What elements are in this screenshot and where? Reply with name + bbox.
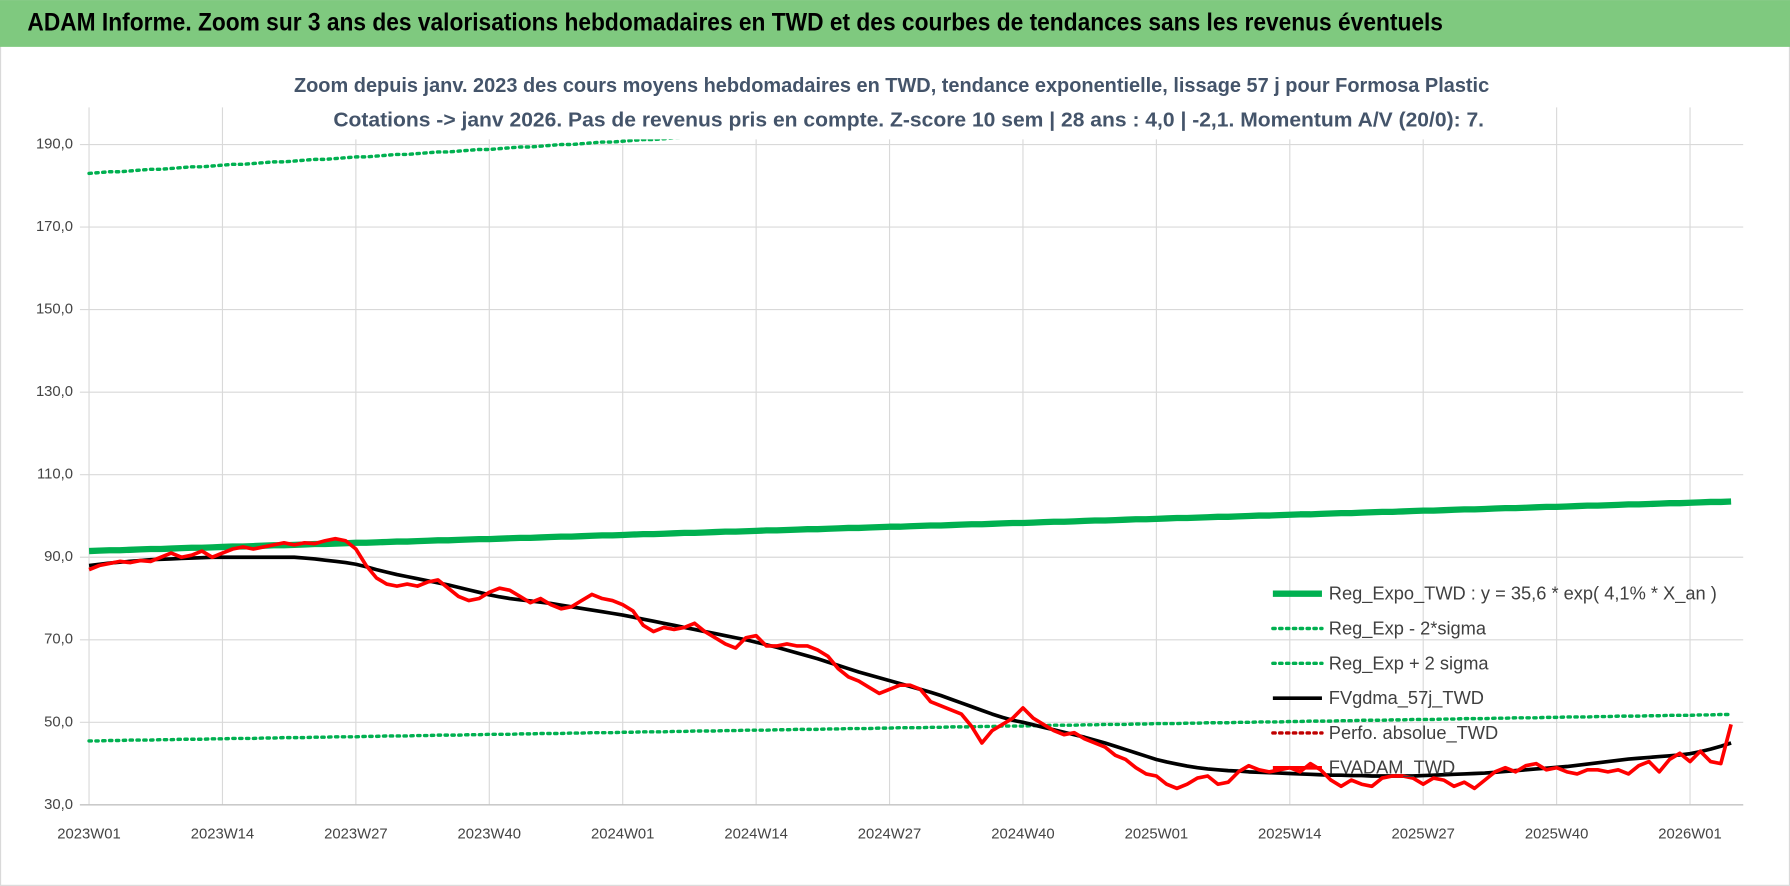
- x-tick-label: 2024W40: [991, 826, 1054, 842]
- legend-label: Reg_Exp - 2*sigma: [1329, 617, 1487, 639]
- series-line: [88, 536, 1733, 791]
- x-tick-label: 2025W14: [1258, 826, 1321, 842]
- x-tick-label: 2023W01: [57, 826, 120, 842]
- y-tick-label: 190,0: [36, 136, 73, 152]
- x-tick-label: 2023W40: [458, 826, 521, 842]
- header-bar: [0, 0, 1790, 47]
- x-tick-label: 2025W40: [1525, 826, 1588, 842]
- legend-label: Reg_Exp + 2 sigma: [1329, 652, 1490, 674]
- x-tick-label: 2024W14: [724, 826, 787, 842]
- chart-title: Zoom depuis janv. 2023 des cours moyens …: [294, 74, 1489, 97]
- series-line: [87, 712, 1733, 743]
- y-tick-label: 50,0: [44, 714, 73, 730]
- legend-label: FVADAM_TWD: [1329, 757, 1455, 779]
- y-tick-label: 170,0: [36, 219, 73, 235]
- y-tick-label: 150,0: [36, 302, 73, 318]
- chart-subtitle: Cotations -> janv 2026. Pas de revenus p…: [333, 108, 1484, 131]
- header-title: ADAM Informe. Zoom sur 3 ans des valoris…: [27, 9, 1443, 37]
- legend-label: Reg_Expo_TWD : y = 35,6 * exp( 4,1% * X_…: [1329, 583, 1717, 605]
- x-tick-label: 2023W27: [324, 826, 387, 842]
- y-tick-label: 110,0: [37, 467, 73, 483]
- title-background: [285, 68, 1502, 140]
- x-tick-label: 2025W27: [1391, 826, 1454, 842]
- x-tick-label: 2025W01: [1125, 826, 1188, 842]
- legend-label: FVgdma_57j_TWD: [1329, 687, 1484, 709]
- x-tick-label: 2024W27: [858, 826, 921, 842]
- series-line: [88, 498, 1732, 555]
- x-tick-label: 2026W01: [1658, 826, 1721, 842]
- x-tick-label: 2024W01: [591, 826, 654, 842]
- y-tick-label: 130,0: [36, 384, 73, 400]
- y-tick-label: 90,0: [44, 549, 73, 565]
- y-tick-label: 70,0: [44, 632, 73, 648]
- y-tick-label: 30,0: [44, 797, 73, 813]
- x-tick-label: 2023W14: [191, 826, 254, 842]
- legend-label: Perfo. absolue_TWD: [1329, 722, 1498, 744]
